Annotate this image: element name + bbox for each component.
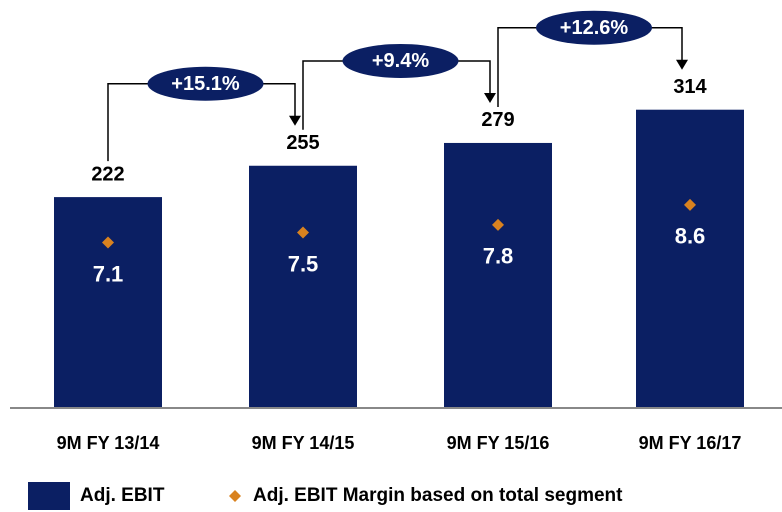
bar-value-label: 314 <box>673 76 707 98</box>
x-tick-label: 9M FY 16/17 <box>639 433 742 453</box>
bar <box>444 142 552 408</box>
bar <box>54 197 162 408</box>
x-tick-label: 9M FY 13/14 <box>57 433 160 453</box>
margin-marker <box>492 218 504 231</box>
bar <box>636 109 744 408</box>
margin-marker <box>102 236 114 249</box>
margin-marker <box>297 226 309 239</box>
growth-oval <box>536 10 652 45</box>
bar <box>249 165 357 408</box>
growth-label: +9.4% <box>372 50 429 72</box>
margin-marker <box>684 198 696 211</box>
growth-oval <box>147 66 264 101</box>
growth-label: +12.6% <box>560 17 629 39</box>
margin-label: 7.5 <box>288 251 319 276</box>
legend-label: Adj. EBIT <box>80 485 165 506</box>
margin-label: 7.8 <box>483 244 514 269</box>
legend-marker <box>229 490 241 502</box>
margin-label: 8.6 <box>675 224 706 249</box>
growth-arrow <box>676 59 688 70</box>
growth-arrow <box>289 115 301 126</box>
growth-oval <box>342 43 459 78</box>
legend-swatch <box>28 482 70 510</box>
growth-arrow <box>484 92 496 103</box>
x-tick-label: 9M FY 14/15 <box>252 433 355 453</box>
x-tick-label: 9M FY 15/16 <box>447 433 550 453</box>
margin-label: 7.1 <box>93 261 124 286</box>
bar-value-label: 222 <box>91 163 124 185</box>
bar-value-label: 255 <box>286 132 319 154</box>
bar-value-label: 279 <box>481 109 514 131</box>
legend-label: Adj. EBIT Margin based on total segment <box>253 485 623 506</box>
growth-label: +15.1% <box>171 73 240 95</box>
